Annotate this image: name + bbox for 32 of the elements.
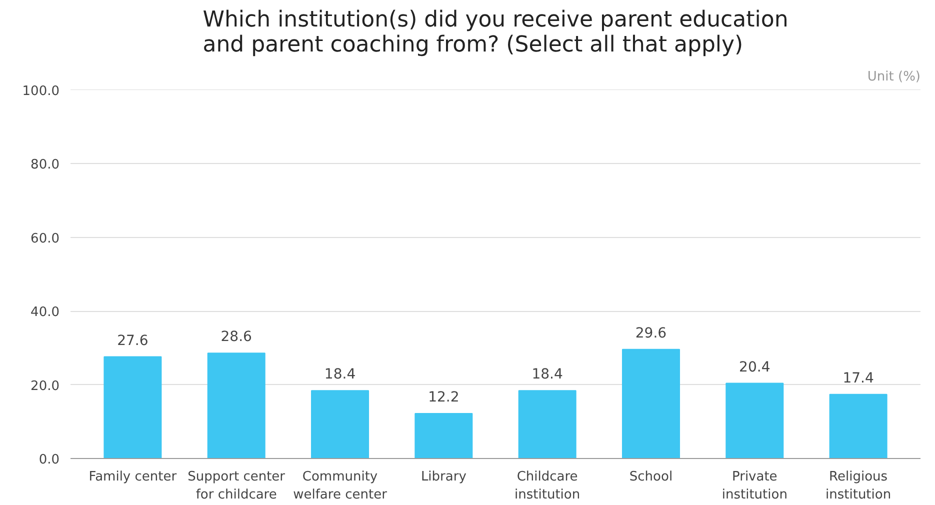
y-tick-label: 20.0 — [30, 378, 60, 394]
data-label: 20.4 — [739, 359, 770, 376]
x-tick-label: School — [629, 470, 673, 484]
data-label: 18.4 — [532, 366, 564, 383]
data-label: 27.6 — [117, 332, 148, 349]
bar — [726, 382, 784, 458]
bar — [311, 390, 370, 458]
x-tick-label: Support center for childcare — [188, 470, 286, 502]
x-tick-label: Community welfare center — [293, 470, 388, 502]
data-label: 18.4 — [324, 366, 356, 383]
y-tick-label: 0.0 — [38, 452, 60, 468]
y-tick-label: 80.0 — [30, 158, 60, 173]
chart-title: Which institution(s) did you receive parent education and parent coaching from? (Select all that apply) — [202, 8, 788, 58]
bar — [518, 390, 576, 458]
bar — [829, 394, 888, 458]
bar — [104, 356, 162, 458]
bar — [414, 413, 473, 458]
data-label: 28.6 — [220, 329, 252, 346]
x-tick-label: Library — [420, 470, 467, 484]
bar — [207, 352, 266, 458]
x-tick-label: Childcare institution — [514, 470, 580, 502]
text: Unit (%) — [867, 70, 920, 84]
y-tick-label: 40.0 — [30, 305, 60, 320]
x-tick-label: Private institution — [722, 470, 788, 502]
data-label: 29.6 — [635, 325, 667, 342]
x-tick-label: Family center — [88, 470, 178, 484]
data-label: 17.4 — [842, 370, 874, 386]
y-tick-label: 60.0 — [30, 231, 60, 246]
x-tick-label: Religious institution — [826, 470, 892, 502]
bar — [622, 348, 680, 458]
data-label: 12.2 — [428, 390, 460, 406]
y-tick-label: 100.0 — [22, 84, 60, 99]
